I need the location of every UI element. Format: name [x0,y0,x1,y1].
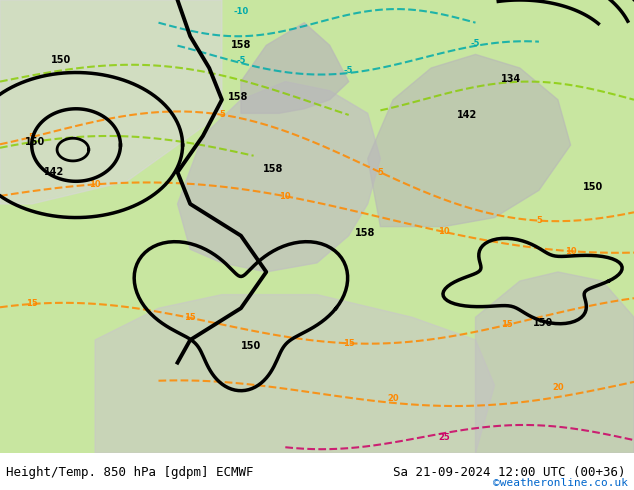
Text: 20: 20 [552,383,564,392]
Text: ©weatheronline.co.uk: ©weatheronline.co.uk [493,478,628,488]
Text: 150: 150 [241,341,261,351]
Text: 5: 5 [219,110,225,119]
Text: Sa 21-09-2024 12:00 UTC (00+36): Sa 21-09-2024 12:00 UTC (00+36) [393,466,626,479]
Polygon shape [0,0,222,204]
Text: 158: 158 [355,228,375,238]
Polygon shape [476,272,634,453]
Text: 15: 15 [26,299,37,309]
Text: 150: 150 [25,137,46,147]
Text: 5: 5 [29,132,35,142]
Text: 15: 15 [184,314,196,322]
Text: 10: 10 [565,246,576,256]
Text: 10: 10 [89,180,101,189]
Polygon shape [241,23,349,113]
Polygon shape [178,82,380,272]
Text: 158: 158 [263,164,283,174]
Polygon shape [95,294,495,453]
Text: 142: 142 [456,110,477,120]
Text: 20: 20 [387,394,399,403]
Text: -5: -5 [344,66,353,75]
Text: 15: 15 [343,339,354,348]
Text: 5: 5 [377,168,384,177]
Text: 158: 158 [231,40,252,49]
Text: Height/Temp. 850 hPa [gdpm] ECMWF: Height/Temp. 850 hPa [gdpm] ECMWF [6,466,254,479]
Text: 134: 134 [501,74,521,84]
Text: 150: 150 [533,318,553,328]
Polygon shape [368,54,571,226]
Text: 158: 158 [228,92,249,102]
Text: 142: 142 [44,167,65,176]
Text: -10: -10 [233,6,249,16]
Text: 15: 15 [501,320,513,329]
Text: -5: -5 [236,56,245,65]
Text: 150: 150 [583,182,604,193]
Text: 5: 5 [536,216,542,225]
Text: 25: 25 [438,433,450,441]
Text: 10: 10 [280,192,291,201]
Text: 10: 10 [438,227,450,236]
Text: 150: 150 [51,55,71,66]
Text: -5: -5 [471,39,480,48]
